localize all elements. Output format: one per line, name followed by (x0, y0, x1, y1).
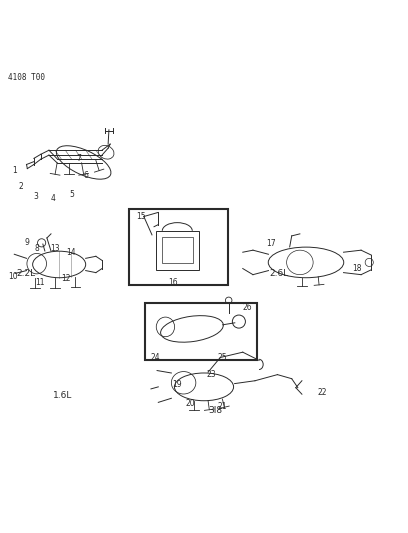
Text: 17: 17 (266, 239, 276, 248)
Text: 16: 16 (169, 278, 178, 287)
Text: 2.6L: 2.6L (269, 269, 288, 278)
Text: 21: 21 (217, 401, 227, 410)
Text: 1.6L: 1.6L (53, 391, 72, 400)
Text: 4108 T00: 4108 T00 (8, 72, 45, 82)
Text: 12: 12 (61, 274, 71, 283)
Text: 3l8: 3l8 (208, 406, 222, 415)
Text: 8: 8 (34, 245, 39, 254)
Text: 26: 26 (242, 303, 252, 312)
Text: 1: 1 (12, 166, 17, 175)
Text: 10: 10 (9, 272, 18, 281)
Bar (162, 237, 193, 263)
Text: 6: 6 (83, 172, 88, 181)
Text: 7: 7 (76, 154, 81, 163)
Text: 20: 20 (185, 399, 195, 408)
Bar (156, 231, 199, 270)
Text: 18: 18 (352, 264, 362, 273)
Text: 23: 23 (206, 370, 216, 379)
Text: 4: 4 (51, 194, 55, 203)
Text: 22: 22 (317, 389, 327, 398)
Text: 2.2L: 2.2L (16, 269, 35, 278)
Text: 2: 2 (19, 182, 24, 191)
Text: 15: 15 (136, 212, 146, 221)
Text: 25: 25 (217, 353, 227, 362)
Text: 24: 24 (150, 353, 160, 362)
Text: 19: 19 (173, 381, 182, 389)
Text: 5: 5 (69, 190, 74, 199)
Bar (129, 209, 228, 285)
Text: 13: 13 (50, 245, 60, 254)
Text: 14: 14 (67, 248, 76, 257)
Text: 11: 11 (35, 278, 44, 287)
Text: 9: 9 (24, 238, 29, 247)
Text: 3: 3 (33, 192, 38, 201)
Bar (145, 303, 257, 360)
